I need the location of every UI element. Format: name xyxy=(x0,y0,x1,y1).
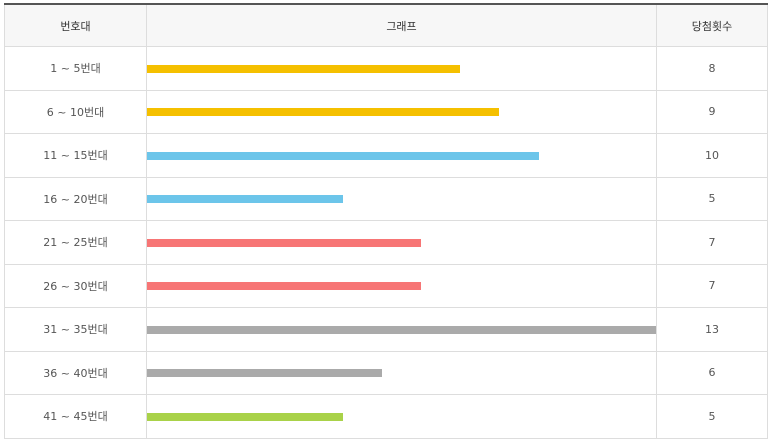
graph-cell xyxy=(147,177,657,221)
graph-cell xyxy=(147,308,657,352)
graph-cell xyxy=(147,47,657,91)
draw-stats-table: 번호대 그래프 당첨횟수 1 ~ 5번대 8 6 ~ 10번대 9 11 ~ 15번대 10 16… xyxy=(4,3,768,440)
graph-cell xyxy=(147,221,657,265)
graph-cell xyxy=(147,351,657,395)
graph-cell xyxy=(147,264,657,308)
count-bar xyxy=(147,64,461,73)
header-cell: 당첨횟수 xyxy=(657,5,768,47)
count-value: 5 xyxy=(657,395,768,439)
header-cell: 번호대 xyxy=(4,5,147,47)
count-value: 8 xyxy=(657,47,768,91)
count-bar xyxy=(147,369,382,378)
range-label: 6 ~ 10번대 xyxy=(4,90,147,134)
range-label: 1 ~ 5번대 xyxy=(4,47,147,91)
graph-cell xyxy=(147,134,657,178)
count-bar xyxy=(147,325,656,334)
count-bar xyxy=(147,108,500,117)
count-value: 5 xyxy=(657,177,768,221)
count-bar xyxy=(147,412,343,421)
range-label: 21 ~ 25번대 xyxy=(4,221,147,265)
header-cell: 그래프 xyxy=(147,5,657,47)
count-bar xyxy=(147,151,539,160)
count-bar xyxy=(147,282,422,291)
count-bar xyxy=(147,238,422,247)
count-value: 7 xyxy=(657,264,768,308)
range-label: 36 ~ 40번대 xyxy=(4,351,147,395)
range-label: 41 ~ 45번대 xyxy=(4,395,147,439)
count-value: 10 xyxy=(657,134,768,178)
graph-cell xyxy=(147,90,657,134)
count-bar xyxy=(147,195,343,204)
count-value: 9 xyxy=(657,90,768,134)
range-label: 16 ~ 20번대 xyxy=(4,177,147,221)
range-label: 11 ~ 15번대 xyxy=(4,134,147,178)
range-label: 31 ~ 35번대 xyxy=(4,308,147,352)
range-label: 26 ~ 30번대 xyxy=(4,264,147,308)
count-value: 13 xyxy=(657,308,768,352)
count-value: 6 xyxy=(657,351,768,395)
count-value: 7 xyxy=(657,221,768,265)
graph-cell xyxy=(147,395,657,439)
